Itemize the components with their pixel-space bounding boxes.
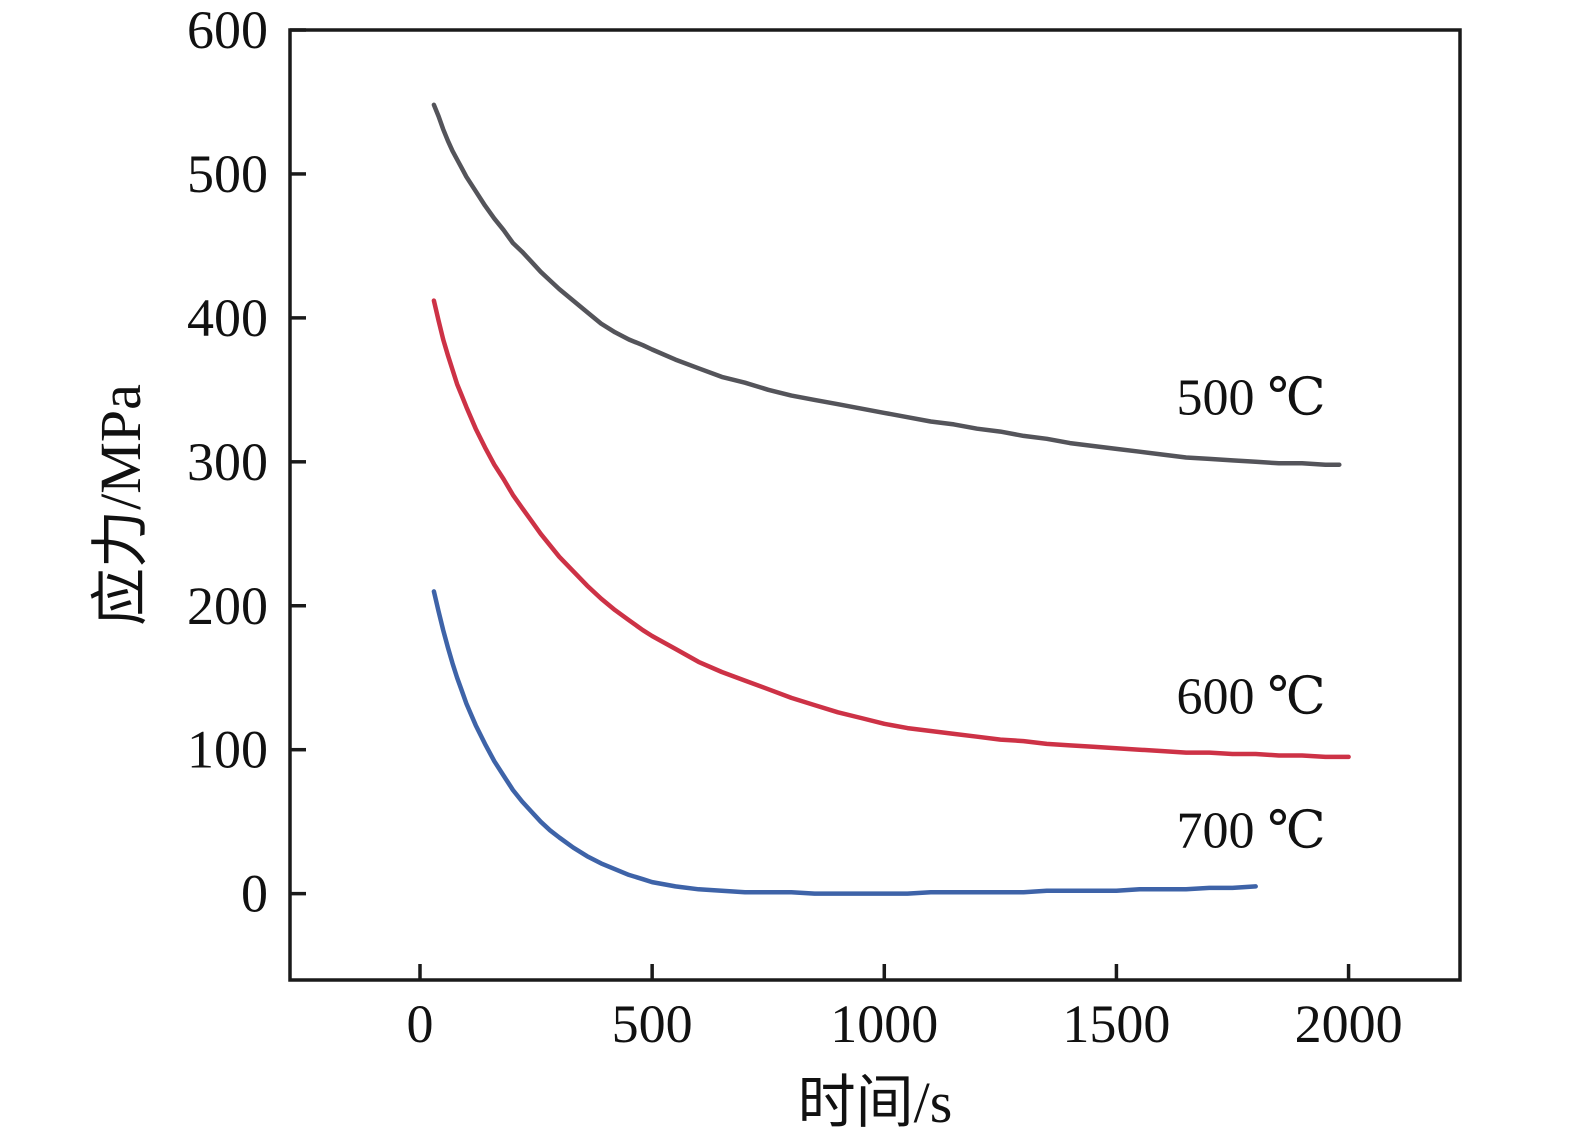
- y-axis-title: 应力/MPa: [88, 384, 153, 626]
- series-annotation-2: 700 ℃: [1176, 803, 1325, 860]
- x-tick-label: 0: [407, 994, 434, 1054]
- axis-frame: [288, 28, 1462, 982]
- y-tick-label: 0: [241, 864, 268, 924]
- y-tick-label: 400: [187, 288, 268, 348]
- series-line-1: [431, 298, 1351, 760]
- series-line-2: [431, 589, 1258, 896]
- y-tick-label: 200: [187, 576, 268, 636]
- x-axis-title: 时间/s: [798, 1070, 953, 1135]
- x-tick-label: 1500: [1062, 994, 1170, 1054]
- y-tick-label: 300: [187, 432, 268, 492]
- series-line-0: [431, 102, 1342, 467]
- x-tick-label: 500: [612, 994, 693, 1054]
- series-annotation-1: 600 ℃: [1176, 669, 1325, 726]
- x-tick-label: 1000: [830, 994, 938, 1054]
- series-annotation-0: 500 ℃: [1176, 369, 1325, 426]
- y-tick-label: 600: [187, 0, 268, 60]
- y-tick-label: 500: [187, 144, 268, 204]
- y-tick-label: 100: [187, 720, 268, 780]
- x-tick-label: 2000: [1295, 994, 1403, 1054]
